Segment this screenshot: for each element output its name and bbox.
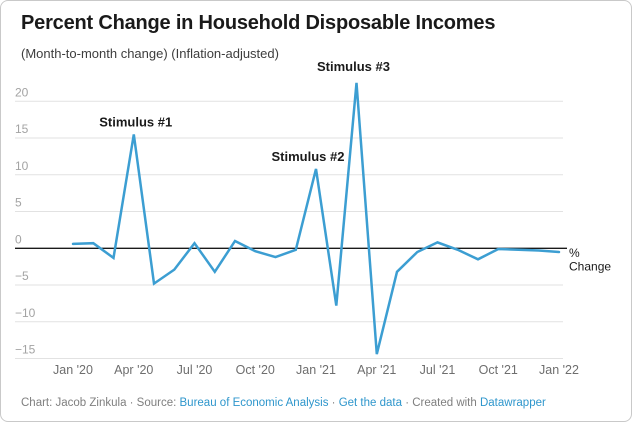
x-axis-tick-label: Apr '20 (114, 363, 153, 377)
y-axis-tick-label: −5 (15, 269, 29, 283)
footer-credit-text: Chart: Jacob Zinkula · Source: (21, 397, 180, 409)
chart-annotation: Stimulus #1 (99, 114, 172, 129)
chart-footer: Chart: Jacob Zinkula · Source: Bureau of… (21, 397, 546, 409)
chart-annotation: Stimulus #3 (317, 59, 390, 74)
y-axis-tick-label: 0 (15, 232, 22, 246)
income-change-line-series (71, 82, 561, 355)
chart-subtitle: (Month-to-month change) (Inflation-adjus… (21, 46, 279, 61)
series-label: % Change (569, 246, 611, 274)
y-axis-tick-label: 5 (15, 196, 22, 210)
x-axis-tick-label: Oct '21 (479, 363, 518, 377)
datawrapper-link[interactable]: Datawrapper (479, 397, 546, 409)
x-axis-tick-label: Oct '20 (236, 363, 275, 377)
x-axis-tick-label: Jul '21 (420, 363, 456, 377)
get-the-data-link[interactable]: Get the data (338, 397, 402, 409)
y-axis-tick-label: 10 (15, 159, 29, 173)
y-axis-tick-label: −15 (15, 343, 36, 357)
x-axis-tick-label: Apr '21 (357, 363, 396, 377)
x-axis-tick-label: Jan '20 (53, 363, 93, 377)
chart-title: Percent Change in Household Disposable I… (21, 12, 496, 34)
y-axis-tick-label: 15 (15, 122, 29, 136)
y-axis-tick-label: 20 (15, 85, 29, 99)
source-link[interactable]: Bureau of Economic Analysis (179, 397, 329, 409)
y-axis-tick-label: −10 (15, 306, 36, 320)
footer-separator: · (328, 397, 339, 409)
footer-created-with-text: · Created with (402, 397, 480, 409)
x-axis-tick-label: Jan '21 (296, 363, 336, 377)
chart-annotation: Stimulus #2 (272, 149, 345, 164)
x-axis-tick-label: Jan '22 (539, 363, 579, 377)
x-axis-tick-label: Jul '20 (177, 363, 213, 377)
